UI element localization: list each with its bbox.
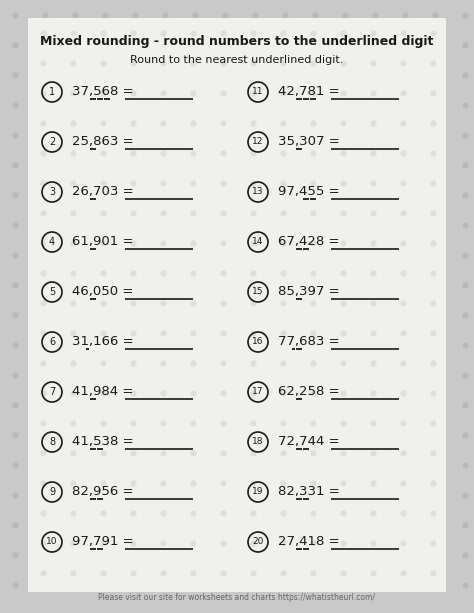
Text: 82,331 =: 82,331 = (278, 485, 340, 498)
Text: 26,703 =: 26,703 = (72, 186, 134, 199)
Text: 97,455 =: 97,455 = (278, 186, 340, 199)
FancyBboxPatch shape (28, 18, 446, 592)
Text: 9: 9 (49, 487, 55, 497)
Text: 31,166 =: 31,166 = (72, 335, 134, 349)
Text: 46,050 =: 46,050 = (72, 286, 133, 299)
Text: 6: 6 (49, 337, 55, 347)
Text: Mixed rounding - round numbers to the underlined digit: Mixed rounding - round numbers to the un… (40, 36, 434, 48)
Text: 14: 14 (252, 237, 264, 246)
Text: 35,307 =: 35,307 = (278, 135, 340, 148)
Text: 37,568 =: 37,568 = (72, 85, 134, 99)
Text: 85,397 =: 85,397 = (278, 286, 340, 299)
Text: 19: 19 (252, 487, 264, 497)
Text: 62,258 =: 62,258 = (278, 386, 340, 398)
Text: 82,956 =: 82,956 = (72, 485, 134, 498)
Text: 41,984 =: 41,984 = (72, 386, 133, 398)
Text: 5: 5 (49, 287, 55, 297)
Text: 1: 1 (49, 87, 55, 97)
Text: 2: 2 (49, 137, 55, 147)
Text: 97,791 =: 97,791 = (72, 536, 134, 549)
Text: 77,683 =: 77,683 = (278, 335, 340, 349)
Text: 27,418 =: 27,418 = (278, 536, 340, 549)
Text: Round to the nearest underlined digit.: Round to the nearest underlined digit. (130, 55, 344, 65)
Text: 42,781 =: 42,781 = (278, 85, 340, 99)
Text: 3: 3 (49, 187, 55, 197)
Text: 41,538 =: 41,538 = (72, 435, 134, 449)
Text: 12: 12 (252, 137, 264, 147)
Text: 72,744 =: 72,744 = (278, 435, 340, 449)
Text: Please visit our site for worksheets and charts https://whatistheurl.com/: Please visit our site for worksheets and… (99, 593, 375, 603)
Text: 25,863 =: 25,863 = (72, 135, 134, 148)
Text: 20: 20 (252, 538, 264, 547)
Text: 18: 18 (252, 438, 264, 446)
Text: 11: 11 (252, 88, 264, 96)
Text: 10: 10 (46, 538, 58, 547)
Text: 17: 17 (252, 387, 264, 397)
Text: 7: 7 (49, 387, 55, 397)
Text: 4: 4 (49, 237, 55, 247)
Text: 67,428 =: 67,428 = (278, 235, 339, 248)
Text: 8: 8 (49, 437, 55, 447)
Text: 15: 15 (252, 287, 264, 297)
Text: 16: 16 (252, 338, 264, 346)
Text: 13: 13 (252, 188, 264, 197)
Text: 61,901 =: 61,901 = (72, 235, 134, 248)
